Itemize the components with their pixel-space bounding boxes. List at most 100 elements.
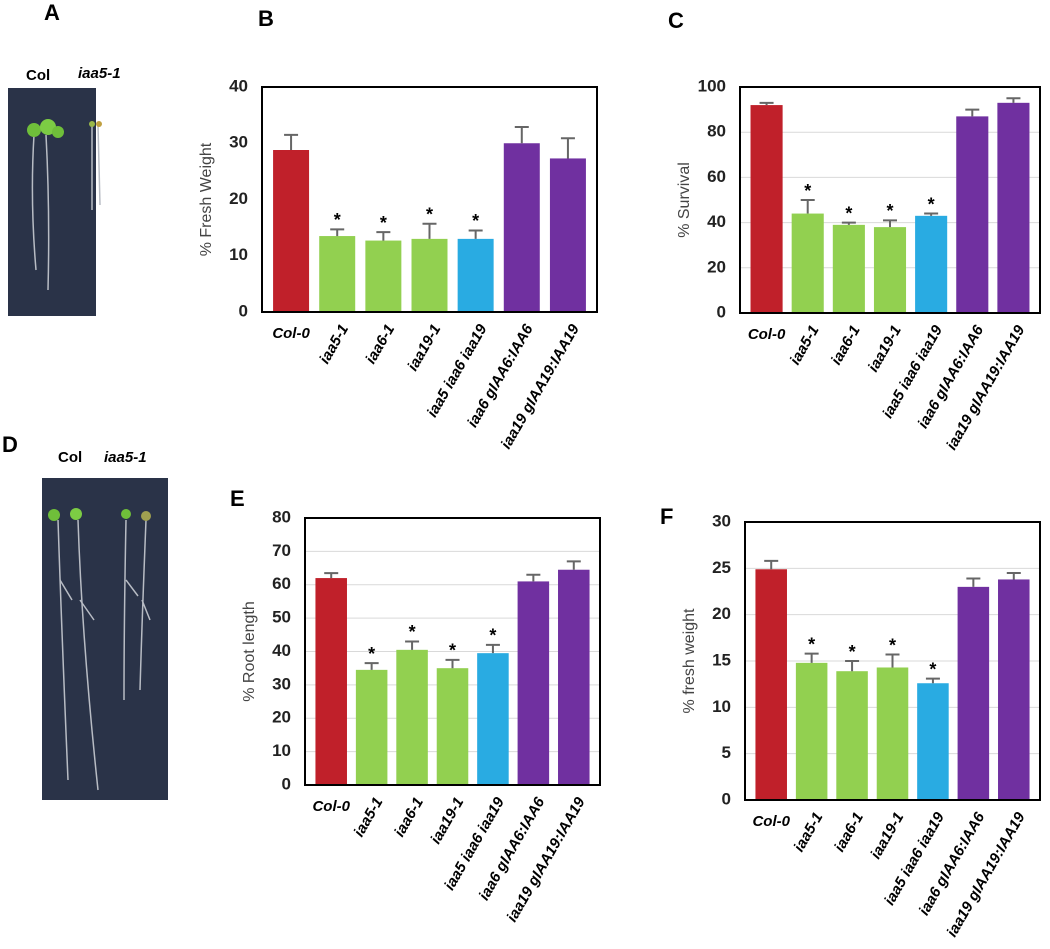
bar: [517, 581, 550, 785]
significance-mark: *: [489, 626, 496, 646]
error-bar: [405, 640, 420, 650]
error-bar: [883, 219, 897, 228]
bar: [319, 236, 356, 312]
significance-mark: *: [889, 635, 896, 655]
panel-label: C: [668, 8, 684, 33]
x-tick-label: iaa6-1: [831, 809, 867, 854]
y-tick-label: 25: [712, 558, 731, 577]
bar: [396, 649, 428, 785]
x-tick-label: iaa5-1: [316, 321, 352, 366]
photo-label: iaa5-1: [78, 65, 121, 82]
bar: [795, 662, 828, 800]
x-tick-label: iaa19 gIAA19:IAA19: [943, 322, 1028, 453]
bar: [477, 653, 509, 785]
y-tick-label: 0: [722, 789, 731, 808]
y-tick-label: 30: [272, 674, 291, 693]
x-tick-label: iaa6-1: [828, 322, 864, 367]
bar: [915, 215, 948, 313]
y-tick-label: 80: [272, 507, 291, 526]
seedling-photo: [8, 88, 102, 316]
error-bar: [284, 133, 299, 150]
x-tick-label: iaa19 gIAA19:IAA19: [944, 809, 1029, 940]
bar: [791, 213, 824, 313]
y-tick-label: 10: [712, 697, 731, 716]
error-bar: [376, 231, 391, 241]
error-bar: [485, 643, 500, 654]
y-tick-label: 10: [272, 741, 291, 760]
bar: [876, 667, 909, 800]
significance-mark: *: [449, 641, 456, 661]
bar: [997, 102, 1030, 313]
error-bar: [324, 572, 339, 579]
error-bar: [330, 228, 345, 237]
bar: [355, 669, 388, 785]
significance-mark: *: [886, 201, 893, 221]
error-bar: [560, 137, 575, 159]
bar: [956, 116, 989, 313]
y-tick-label: 60: [707, 167, 726, 186]
bar: [365, 240, 402, 312]
bar: [832, 224, 865, 313]
seedling-photo: [42, 478, 168, 800]
y-tick-label: 30: [712, 511, 731, 530]
error-bar: [526, 573, 541, 582]
bar: [998, 579, 1030, 800]
y-tick-label: 20: [272, 708, 291, 727]
error-bar: [759, 101, 774, 106]
y-tick-label: 0: [717, 302, 726, 321]
bar: [957, 586, 990, 800]
significance-mark: *: [928, 194, 935, 214]
y-tick-label: 70: [272, 541, 291, 560]
plot-frame: [739, 86, 1041, 314]
y-axis-label: % Fresh Weight: [198, 142, 215, 256]
x-tick-label: iaa6-1: [362, 321, 398, 366]
y-tick-label: 50: [272, 608, 291, 627]
bar: [755, 569, 787, 800]
x-tick-label: iaa19-1: [867, 809, 907, 862]
y-axis-label: % Survival: [676, 162, 693, 238]
bar: [436, 668, 469, 785]
x-tick-label: Col-0: [312, 798, 350, 815]
panel-label: B: [258, 6, 274, 31]
significance-mark: *: [804, 181, 811, 201]
panel-label: E: [230, 486, 245, 511]
y-tick-label: 10: [229, 245, 248, 264]
y-tick-label: 0: [282, 774, 291, 793]
x-tick-label: iaa19-1: [404, 321, 444, 374]
plot-frame: [261, 86, 598, 313]
y-tick-label: 80: [707, 122, 726, 141]
bar: [917, 683, 949, 800]
y-tick-label: 40: [272, 641, 291, 660]
plot-frame: [744, 521, 1041, 801]
y-tick-label: 30: [229, 133, 248, 152]
error-bar: [845, 660, 860, 672]
y-tick-label: 0: [239, 301, 248, 320]
significance-mark: *: [426, 204, 433, 224]
significance-mark: *: [849, 642, 856, 662]
x-tick-label: iaa5-1: [791, 809, 827, 854]
panel-label: D: [2, 432, 18, 457]
bar: [503, 143, 540, 312]
bar: [873, 227, 907, 313]
bar: [558, 569, 590, 785]
error-bar: [468, 229, 483, 239]
x-tick-label: iaa5-1: [787, 322, 823, 367]
y-tick-label: 60: [272, 574, 291, 593]
panel-label: A: [44, 0, 60, 25]
x-tick-label: iaa19 gIAA19:IAA19: [504, 794, 589, 925]
y-tick-label: 20: [707, 257, 726, 276]
photo-label: Col: [26, 67, 50, 84]
x-tick-label: Col-0: [272, 325, 310, 342]
photo-label: iaa5-1: [104, 449, 147, 466]
error-bar: [800, 199, 815, 214]
significance-mark: *: [380, 213, 387, 233]
error-bar: [841, 221, 856, 225]
y-tick-label: 100: [698, 76, 726, 95]
x-tick-label: Col-0: [752, 813, 790, 830]
bar: [457, 238, 494, 312]
bar: [549, 158, 586, 312]
bar: [750, 105, 783, 313]
y-axis-label: % Root length: [241, 601, 258, 702]
error-bar: [966, 577, 981, 587]
panel-label: F: [660, 504, 673, 529]
